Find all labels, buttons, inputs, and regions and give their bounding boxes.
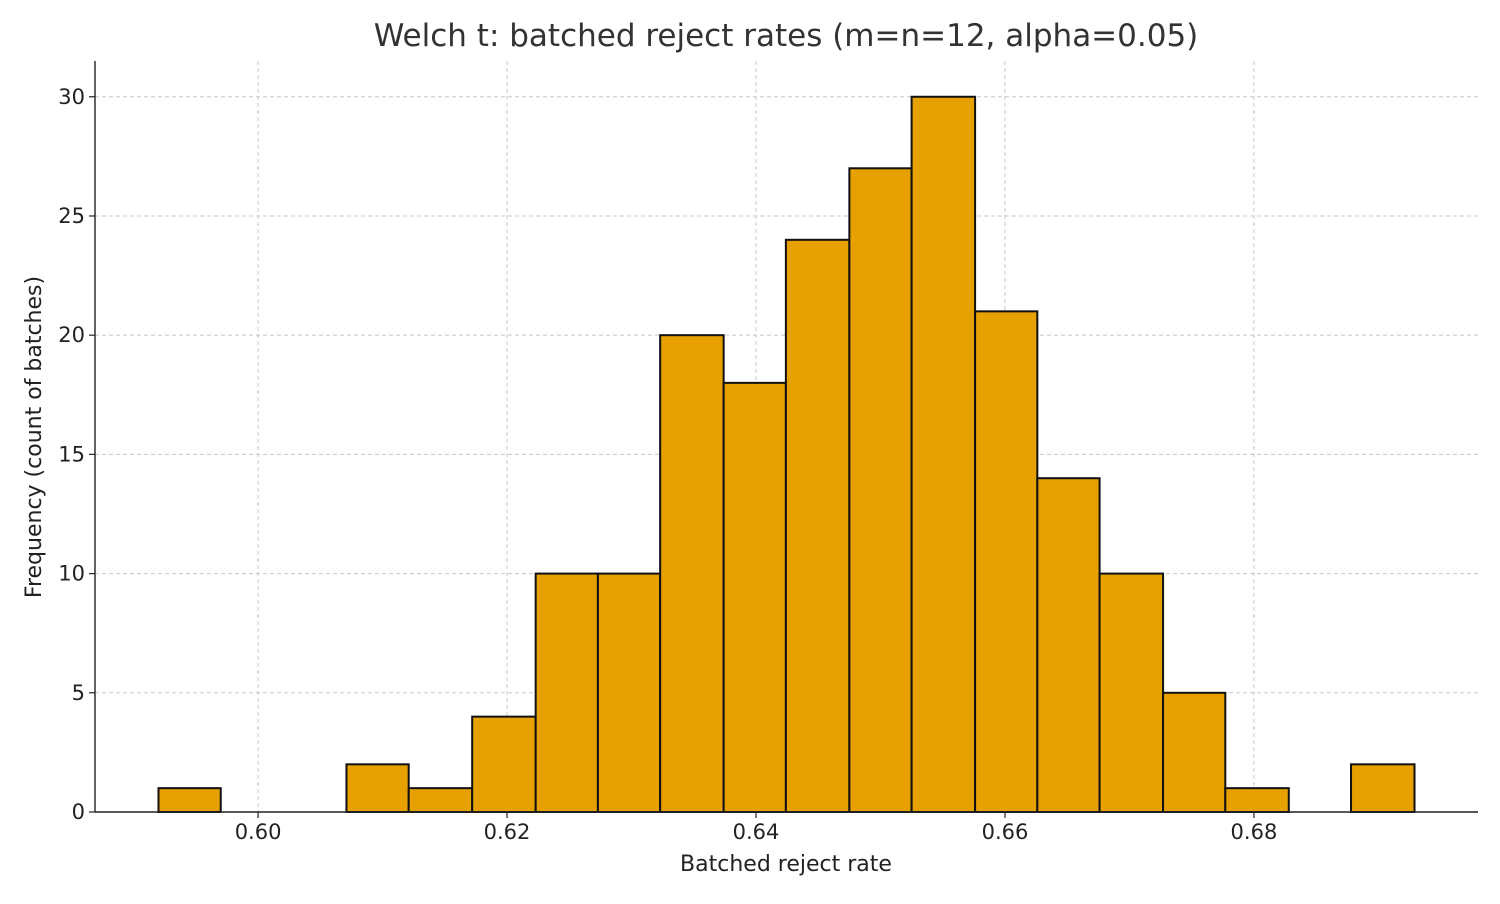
histogram-bar-10: [784, 238, 851, 814]
histogram-bar-7: [596, 572, 662, 813]
x-axis-title: Batched reject rate: [680, 852, 892, 877]
histogram-bar-11: [848, 167, 913, 814]
histogram-bar-4: [407, 787, 474, 814]
bar-layer: [157, 95, 1416, 814]
y-tick-label-0: 0: [72, 800, 85, 824]
histogram-bar-8: [659, 334, 725, 813]
histogram-bar-14: [1036, 477, 1101, 813]
histogram-bar-13: [974, 310, 1039, 813]
y-tick-label-5: 25: [58, 204, 85, 228]
histogram-bar-15: [1098, 572, 1165, 813]
histogram-bar-12: [910, 95, 977, 813]
y-tick-label-3: 15: [58, 442, 85, 466]
x-tick-label-2: 0.64: [733, 820, 780, 844]
histogram-bar-0: [157, 787, 222, 814]
y-tick-label-6: 30: [58, 85, 85, 109]
x-tick-label-4: 0.68: [1231, 820, 1278, 844]
x-tick-label-0: 0.60: [235, 820, 282, 844]
x-tick-label-1: 0.62: [484, 820, 531, 844]
y-tick-label-4: 20: [58, 323, 85, 347]
histogram-bar-9: [722, 381, 787, 813]
tick-layer: 0.60 0.62 0.64 0.66 0.68 0 5 10 15 20 25 30: [58, 85, 1277, 844]
histogram-bar-6: [534, 572, 599, 813]
histogram-bar-3: [345, 763, 410, 813]
histogram-bar-16: [1162, 691, 1227, 813]
y-axis-title: Frequency (count of batches): [22, 276, 47, 598]
histogram-bar-5: [471, 715, 537, 814]
axis-layer: [94, 61, 1478, 813]
histogram-bar-17: [1224, 787, 1290, 814]
histogram-bar-19: [1350, 763, 1416, 813]
y-tick-label-2: 10: [58, 562, 85, 586]
x-tick-label-3: 0.66: [982, 820, 1029, 844]
chart-title: Welch t: batched reject rates (m=n=12, a…: [374, 18, 1199, 54]
y-tick-label-1: 5: [72, 681, 85, 705]
